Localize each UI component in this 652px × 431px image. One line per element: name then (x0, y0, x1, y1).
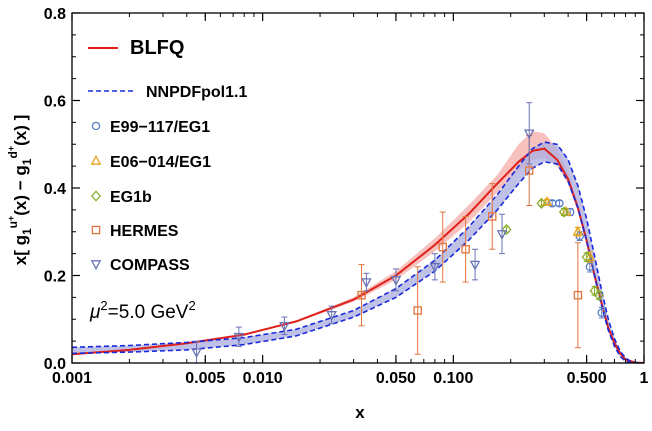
x-axis-title: x (355, 403, 365, 422)
legend-marker (91, 225, 101, 235)
legend-label: COMPASS (110, 257, 190, 274)
bands-layer (72, 131, 644, 363)
legend-entry: E99−117/EG1 (91, 119, 210, 136)
ylabel-sub1: 1 (20, 228, 34, 235)
ylabel-sup1b: + (6, 216, 16, 221)
nnpdf-upper-line (72, 141, 644, 363)
data-point (585, 262, 595, 271)
ylabel-sup1: u (6, 221, 20, 228)
series-2-points (547, 199, 606, 319)
legend-label: E06−014/EG1 (110, 154, 211, 171)
ylabel-sub2: 1 (20, 158, 34, 165)
x-tick-label: 0.005 (185, 370, 225, 387)
data-point (541, 195, 553, 206)
data-point (523, 129, 535, 140)
legend-label: EG1b (110, 189, 152, 206)
data-point (361, 278, 372, 289)
y-tick-label: 0.2 (44, 269, 66, 286)
legend-marker (90, 260, 102, 271)
legend-entry: COMPASS (90, 257, 190, 274)
y-axis-title: x[ g1u+(x) − g1d+(x) ] (6, 115, 34, 266)
data-point (461, 244, 470, 254)
x-tick-label: 0.500 (567, 370, 607, 387)
data-point (390, 276, 402, 286)
legend-entry: HERMES (91, 223, 179, 240)
data-point (279, 321, 290, 332)
y-tick-label: 0.4 (44, 181, 66, 198)
data-point (573, 290, 583, 300)
ylabel-sup2: d (6, 151, 20, 158)
y-tick-label: 0.0 (44, 356, 66, 373)
nnpdf-lower-line (72, 160, 644, 363)
data-point (593, 289, 604, 301)
legend-entry: EG1b (90, 189, 152, 206)
legend-entry: E06−014/EG1 (90, 154, 211, 171)
series-4-points (501, 197, 604, 301)
data-point (357, 290, 366, 300)
data-point (326, 311, 337, 321)
legend-entry: BLFQ (88, 37, 184, 59)
data-point (438, 242, 447, 252)
scale-annotation: μ2=5.0 GeV2 (89, 298, 196, 323)
series-6-points (191, 102, 535, 363)
legend-label: E99−117/EG1 (110, 119, 210, 136)
ylabel-mid: (x) − g (11, 165, 30, 216)
legend-marker (91, 121, 101, 131)
data-point (572, 225, 584, 236)
data-point (597, 308, 606, 317)
data-point (558, 206, 569, 218)
data-point (488, 212, 497, 221)
data-point (501, 223, 512, 236)
ylabel-suffix: (x) ] (11, 115, 30, 146)
data-point (524, 166, 534, 175)
series-5-points (357, 135, 583, 355)
data-point (536, 197, 547, 209)
legend-marker (90, 154, 102, 165)
data-point (191, 348, 202, 359)
data-point (496, 230, 508, 241)
legend-label: BLFQ (130, 37, 184, 59)
y-tick-label: 0.6 (44, 94, 66, 111)
data-point (584, 251, 596, 261)
legend-label: HERMES (110, 223, 179, 240)
data-point (555, 199, 564, 208)
data-point (413, 306, 422, 315)
x-tick-label: 0.100 (433, 370, 473, 387)
ylabel-prefix: x[ g (11, 235, 30, 265)
ylabel-sup2b: + (6, 146, 16, 151)
x-tick-label: 1 (640, 370, 649, 387)
data-point (429, 262, 441, 273)
legend-entry: NNPDFpol1.1 (88, 84, 247, 101)
annotation-unit-sup: 2 (188, 298, 195, 313)
data-point (233, 332, 245, 343)
data-point (581, 251, 592, 263)
x-tick-label: 0.001 (52, 370, 92, 387)
annotation-mu-sup: 2 (100, 298, 107, 313)
legend: BLFQ NNPDFpol1.1 E99−117/EG1 E06−014/EG1 EG1… (88, 37, 247, 274)
points-layer (191, 102, 606, 363)
blfq-line (72, 147, 644, 363)
lines-layer (72, 141, 644, 363)
y-tick-label: 0.8 (44, 6, 66, 23)
annotation-mu: μ (89, 302, 101, 323)
x-tick-label: 0.010 (243, 370, 283, 387)
nnpdf-band (72, 142, 644, 363)
data-point (469, 260, 481, 271)
legend-label: NNPDFpol1.1 (146, 84, 247, 101)
annotation-value: =5.0 GeV (108, 302, 189, 323)
legend-marker (90, 190, 102, 202)
x-tick-label: 0.050 (376, 370, 416, 387)
ticks-layer: 0.001 0.005 0.010 0.050 0.100 0.500 1 0.0 0.2 0.4… (44, 6, 649, 387)
